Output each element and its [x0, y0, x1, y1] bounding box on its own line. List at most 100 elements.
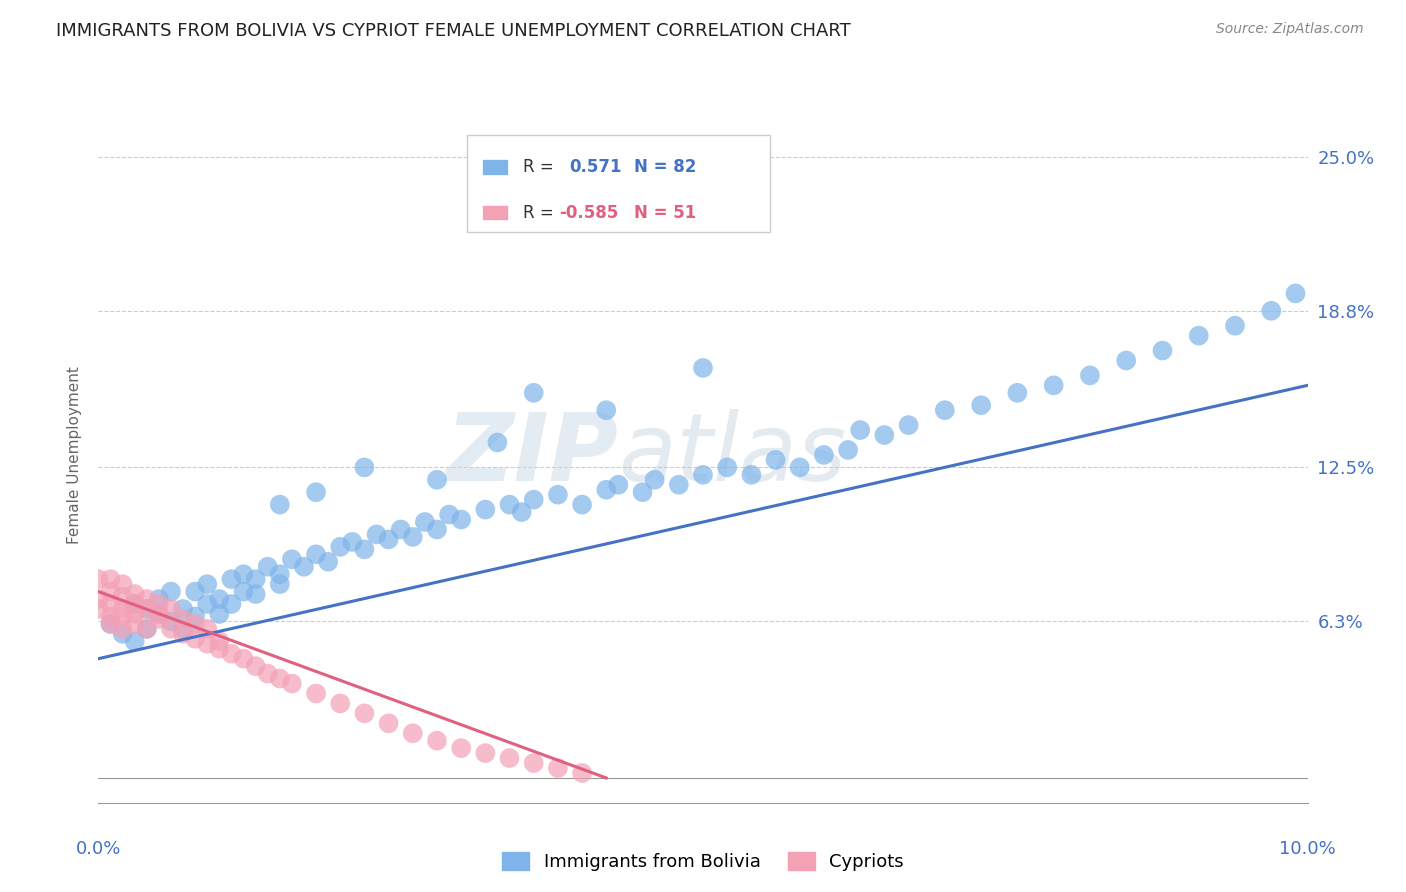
Point — [595, 483, 617, 497]
Point — [124, 597, 146, 611]
Point — [256, 559, 278, 574]
Point — [316, 555, 339, 569]
Point — [1188, 328, 1211, 343]
Point — [221, 572, 243, 586]
Point — [184, 632, 207, 646]
Point — [1260, 303, 1282, 318]
Point — [523, 492, 546, 507]
Point — [970, 398, 993, 412]
Point — [135, 602, 157, 616]
Point — [789, 460, 811, 475]
Text: R =: R = — [523, 203, 558, 222]
Point — [510, 505, 533, 519]
Point — [450, 741, 472, 756]
Point — [148, 592, 170, 607]
Point — [87, 572, 110, 586]
Point — [668, 477, 690, 491]
Point — [498, 498, 520, 512]
Point — [208, 607, 231, 621]
Text: IMMIGRANTS FROM BOLIVIA VS CYPRIOT FEMALE UNEMPLOYMENT CORRELATION CHART: IMMIGRANTS FROM BOLIVIA VS CYPRIOT FEMAL… — [56, 22, 851, 40]
Point — [873, 428, 896, 442]
Point — [353, 542, 375, 557]
Point — [292, 559, 315, 574]
Point — [426, 473, 449, 487]
Point — [389, 523, 412, 537]
Point — [849, 423, 872, 437]
Point — [305, 686, 328, 700]
Point — [148, 612, 170, 626]
Point — [413, 515, 436, 529]
Text: atlas: atlas — [619, 409, 846, 500]
Point — [474, 502, 496, 516]
Point — [232, 584, 254, 599]
FancyBboxPatch shape — [467, 135, 769, 232]
Point — [87, 602, 110, 616]
Text: N = 82: N = 82 — [634, 158, 696, 176]
Point — [740, 467, 762, 482]
Text: N = 51: N = 51 — [634, 203, 696, 222]
Point — [100, 616, 122, 631]
Text: ZIP: ZIP — [446, 409, 619, 501]
Point — [160, 622, 183, 636]
Point — [135, 592, 157, 607]
Point — [897, 418, 920, 433]
Point — [716, 460, 738, 475]
Point — [353, 460, 375, 475]
Point — [595, 403, 617, 417]
Point — [547, 488, 569, 502]
Point — [377, 716, 399, 731]
Text: 10.0%: 10.0% — [1279, 840, 1336, 858]
Point — [765, 453, 787, 467]
Point — [111, 627, 134, 641]
Text: Source: ZipAtlas.com: Source: ZipAtlas.com — [1216, 22, 1364, 37]
Text: 0.571: 0.571 — [569, 158, 621, 176]
Point — [523, 385, 546, 400]
Point — [450, 512, 472, 526]
Y-axis label: Female Unemployment: Female Unemployment — [66, 366, 82, 544]
Point — [329, 540, 352, 554]
Point — [232, 567, 254, 582]
Point — [124, 597, 146, 611]
Point — [100, 597, 122, 611]
Point — [486, 435, 509, 450]
Text: 0.0%: 0.0% — [76, 840, 121, 858]
Point — [305, 547, 328, 561]
Point — [148, 597, 170, 611]
Point — [305, 485, 328, 500]
Point — [813, 448, 835, 462]
Point — [100, 616, 122, 631]
Point — [245, 587, 267, 601]
Point — [184, 584, 207, 599]
Point — [124, 607, 146, 621]
Point — [111, 590, 134, 604]
Point — [644, 473, 666, 487]
Point — [87, 592, 110, 607]
Point — [1152, 343, 1174, 358]
Point — [111, 577, 134, 591]
Point — [837, 442, 859, 457]
Point — [269, 498, 291, 512]
Point — [100, 609, 122, 624]
Point — [1078, 368, 1101, 383]
Point — [208, 641, 231, 656]
Point — [377, 533, 399, 547]
Text: -0.585: -0.585 — [560, 203, 619, 222]
Point — [148, 607, 170, 621]
Point — [498, 751, 520, 765]
Point — [195, 577, 218, 591]
Point — [342, 534, 364, 549]
Point — [124, 587, 146, 601]
Point — [474, 746, 496, 760]
Point — [571, 498, 593, 512]
Legend: Immigrants from Bolivia, Cypriots: Immigrants from Bolivia, Cypriots — [495, 845, 911, 879]
Point — [160, 615, 183, 629]
Point — [232, 651, 254, 665]
Point — [1007, 385, 1029, 400]
Point — [281, 676, 304, 690]
Point — [426, 733, 449, 747]
Point — [269, 672, 291, 686]
Point — [245, 572, 267, 586]
Point — [124, 634, 146, 648]
Point — [208, 592, 231, 607]
Point — [100, 584, 122, 599]
